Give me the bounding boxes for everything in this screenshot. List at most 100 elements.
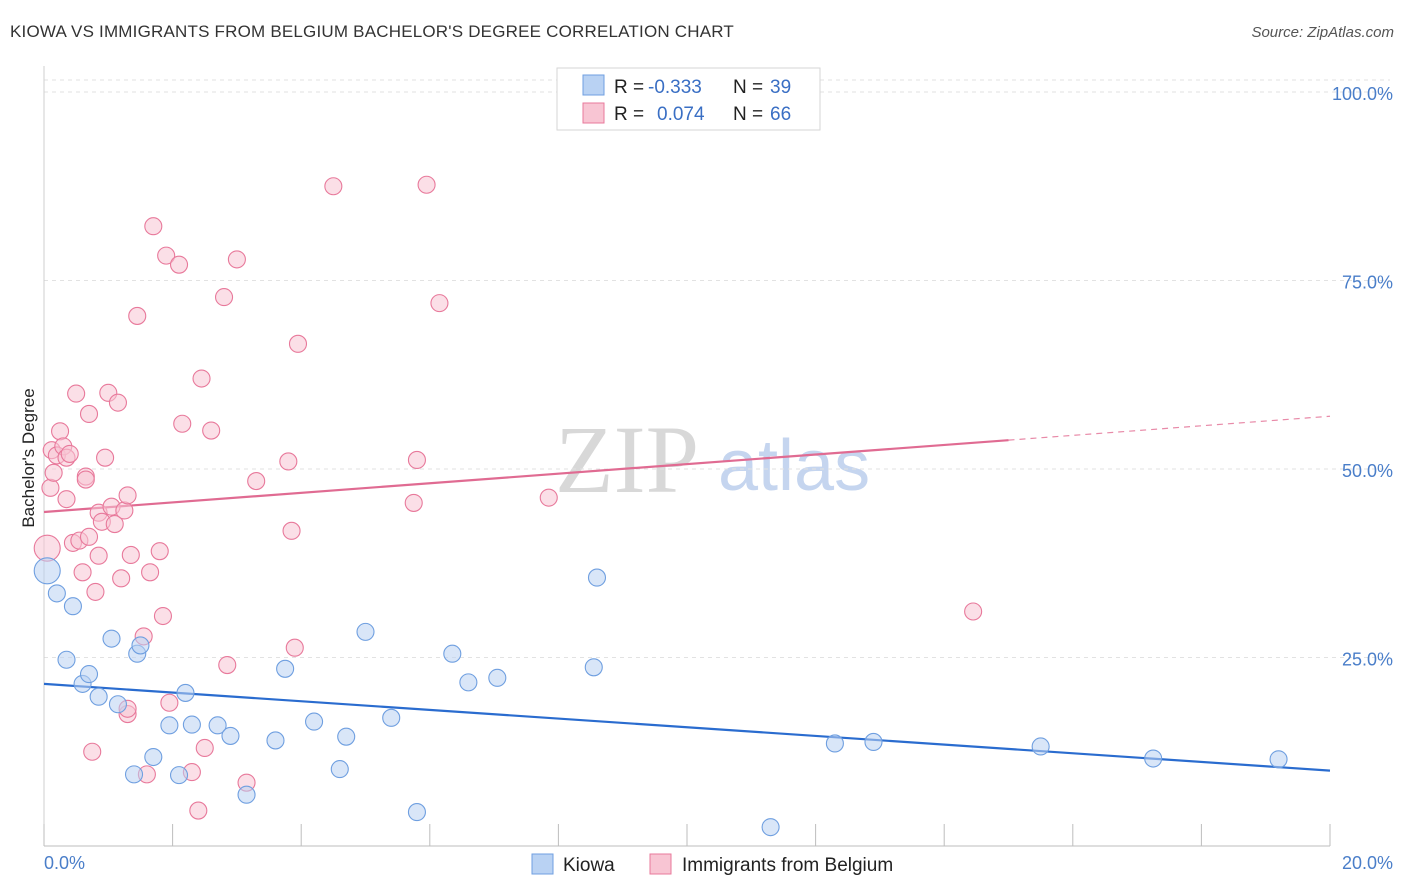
data-point-kiowa [131, 636, 150, 655]
data-point-belgium [539, 488, 558, 507]
legend-n-label-kiowa: N = [733, 77, 763, 98]
data-point-belgium [96, 448, 115, 467]
data-point-belgium [83, 742, 102, 761]
trend-line-kiowa [43, 682, 1331, 772]
data-point-belgium [86, 582, 105, 601]
data-point-kiowa [176, 683, 195, 702]
data-point-kiowa [237, 785, 256, 804]
data-point-belgium [60, 444, 79, 463]
data-point-kiowa [47, 584, 66, 603]
x-tick-label: 0.0% [44, 853, 85, 873]
data-point-kiowa [276, 659, 295, 678]
data-point-belgium [195, 738, 214, 758]
data-point-kiowa [459, 673, 478, 692]
data-point-kiowa [407, 803, 426, 822]
legend-r-label-belgium: R = [614, 104, 644, 125]
data-point-belgium [41, 478, 60, 497]
data-point-belgium [121, 545, 140, 565]
data-point-kiowa [330, 760, 349, 779]
data-point-kiowa [169, 766, 189, 785]
data-point-belgium [128, 306, 147, 325]
data-point-belgium [44, 463, 63, 482]
data-point-kiowa [1144, 749, 1163, 768]
y-tick-label: 100.0% [1332, 84, 1393, 104]
data-point-kiowa [89, 687, 108, 706]
y-axis-label: Bachelor's Degree [19, 388, 38, 527]
data-point-belgium [404, 493, 423, 512]
data-point-kiowa [761, 818, 780, 837]
bottom-legend-swatch-belgium [649, 853, 672, 875]
data-point-kiowa [356, 622, 375, 641]
legend-box: R = -0.333 N = 39 R = 0.074 N = 66 [556, 67, 821, 131]
data-point-kiowa [1031, 737, 1050, 756]
data-point-belgium [150, 542, 169, 561]
data-point-belgium [430, 294, 449, 313]
data-point-belgium [964, 602, 983, 621]
data-point-belgium [115, 501, 134, 520]
watermark-atlas: atlas [718, 426, 870, 506]
data-point-kiowa [144, 747, 163, 767]
data-point-belgium [227, 250, 246, 269]
data-point-belgium [160, 693, 179, 712]
data-point-kiowa [124, 765, 144, 784]
data-point-kiowa [102, 629, 121, 648]
y-tick-label: 25.0% [1342, 650, 1393, 670]
legend-n-value-kiowa: 39 [770, 77, 791, 98]
bottom-legend-label-belgium: Immigrants from Belgium [682, 855, 893, 876]
legend-r-label-kiowa: R = [614, 77, 644, 98]
chart-title: KIOWA VS IMMIGRANTS FROM BELGIUM BACHELO… [10, 22, 735, 41]
bottom-legend: Kiowa Immigrants from Belgium [531, 853, 893, 876]
data-point-belgium [51, 422, 70, 441]
data-point-belgium [67, 384, 86, 403]
data-point-belgium [189, 801, 208, 820]
data-point-belgium [192, 369, 211, 388]
bottom-legend-label-kiowa: Kiowa [563, 855, 615, 876]
data-point-kiowa [443, 644, 462, 663]
y-tick-label: 75.0% [1342, 273, 1393, 293]
data-point-kiowa [221, 726, 240, 745]
data-point-belgium [169, 255, 189, 274]
data-point-belgium [324, 177, 343, 196]
data-point-belgium [105, 514, 124, 534]
data-point-belgium [144, 217, 163, 236]
data-point-kiowa [266, 731, 285, 750]
data-point-belgium [89, 546, 108, 565]
bottom-legend-swatch-kiowa [531, 853, 554, 875]
data-point-kiowa [488, 668, 507, 687]
legend-swatch-kiowa [582, 74, 605, 96]
legend-swatch-belgium [582, 102, 605, 124]
data-point-kiowa [584, 658, 603, 677]
legend-n-value-belgium: 66 [770, 104, 791, 125]
legend-n-label-belgium: N = [733, 104, 763, 125]
trend-lines [43, 415, 1331, 772]
legend-r-value-belgium: 0.074 [657, 104, 705, 125]
data-point-kiowa [305, 712, 324, 731]
data-point-kiowa [33, 557, 61, 585]
data-point-belgium [153, 606, 173, 626]
data-point-belgium [112, 569, 131, 588]
data-point-belgium [79, 527, 99, 546]
data-point-belgium [417, 175, 436, 194]
data-point-belgium [288, 334, 308, 353]
data-point-kiowa [160, 716, 179, 735]
data-point-kiowa [337, 727, 356, 746]
data-point-belgium [108, 393, 127, 412]
data-point-kiowa [864, 732, 883, 751]
data-points [33, 175, 1288, 837]
data-point-kiowa [108, 695, 127, 714]
data-point-kiowa [208, 716, 227, 735]
x-tick-label: 20.0% [1342, 853, 1393, 873]
data-point-belgium [282, 521, 301, 540]
data-point-kiowa [825, 734, 844, 753]
data-point-belgium [247, 472, 266, 491]
source-label: Source: ZipAtlas.com [1251, 24, 1394, 41]
axes [43, 66, 1331, 847]
watermark-zip: ZIP [555, 406, 699, 513]
data-point-belgium [79, 404, 99, 424]
data-point-belgium [202, 421, 221, 440]
data-point-belgium [214, 288, 234, 307]
data-point-belgium [407, 450, 426, 470]
data-point-kiowa [63, 597, 82, 616]
data-point-belgium [141, 563, 160, 582]
